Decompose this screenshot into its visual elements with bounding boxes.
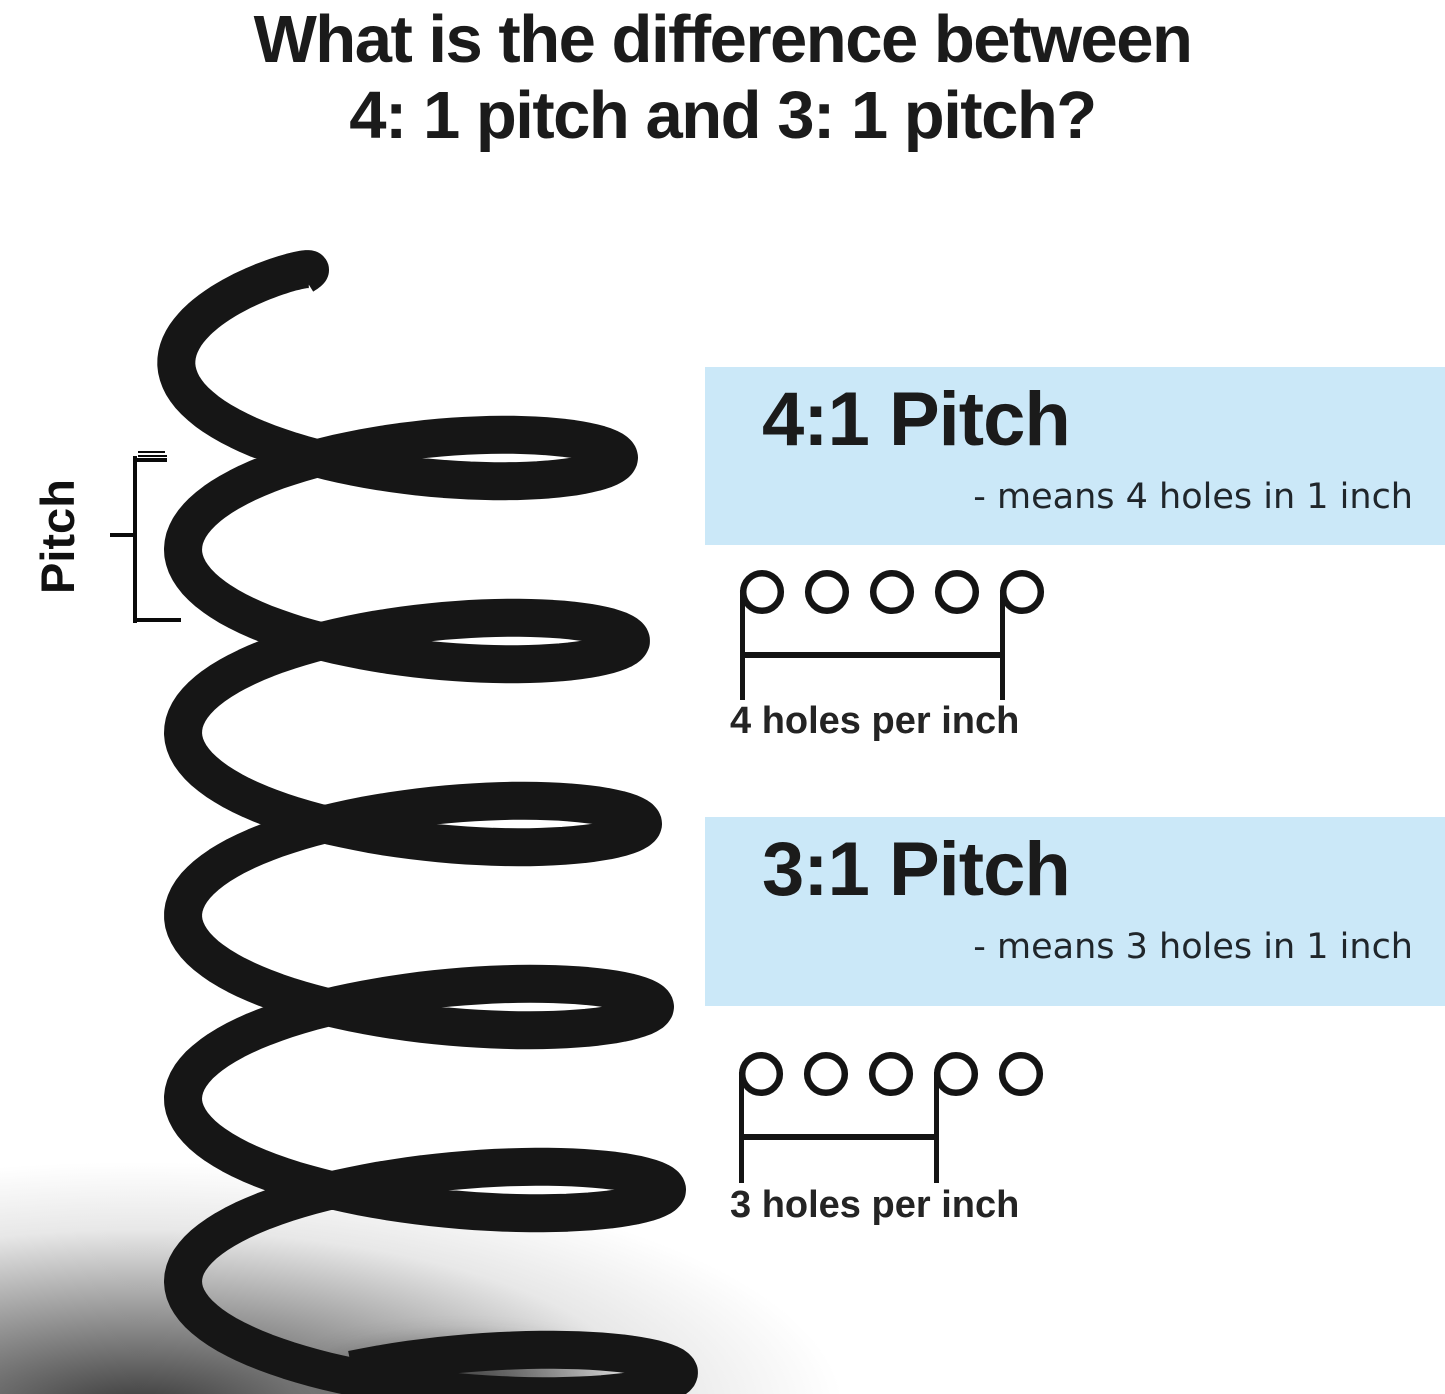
page-title: What is the difference between 4: 1 pitc… xyxy=(0,2,1445,154)
panel-subtext: - means 3 holes in 1 inch xyxy=(973,927,1413,967)
holes-caption: 4 holes per inch xyxy=(730,700,1020,742)
spiral-coil-photo xyxy=(0,230,860,1394)
holes-diagram-4-per-inch xyxy=(739,569,1045,700)
pitch-bracket-top-arm xyxy=(133,458,167,462)
pitch-3-1-panel: 3:1 Pitch - means 3 holes in 1 inch xyxy=(705,817,1445,1006)
pitch-bracket-vertical-line xyxy=(133,456,137,623)
pitch-bracket-middle-tick xyxy=(110,533,133,537)
pitch-bracket-bottom-arm xyxy=(133,618,181,622)
holes-caption: 3 holes per inch xyxy=(730,1184,1020,1226)
panel-subtext: - means 4 holes in 1 inch xyxy=(973,477,1413,517)
panel-heading: 3:1 Pitch xyxy=(762,827,1071,912)
pitch-label: Pitch xyxy=(31,479,84,595)
title-line-1: What is the difference between xyxy=(253,2,1193,77)
holes-diagram-3-per-inch xyxy=(738,1051,1044,1183)
spiral-binding-coil xyxy=(157,250,698,1394)
pitch-bracket-hatch-line xyxy=(138,455,167,457)
pitch-bracket-hatch-line xyxy=(138,451,165,453)
pitch-4-1-panel: 4:1 Pitch - means 4 holes in 1 inch xyxy=(705,367,1445,545)
panel-heading: 4:1 Pitch xyxy=(762,377,1071,462)
title-line-2: 4: 1 pitch and 3: 1 pitch? xyxy=(349,78,1097,153)
